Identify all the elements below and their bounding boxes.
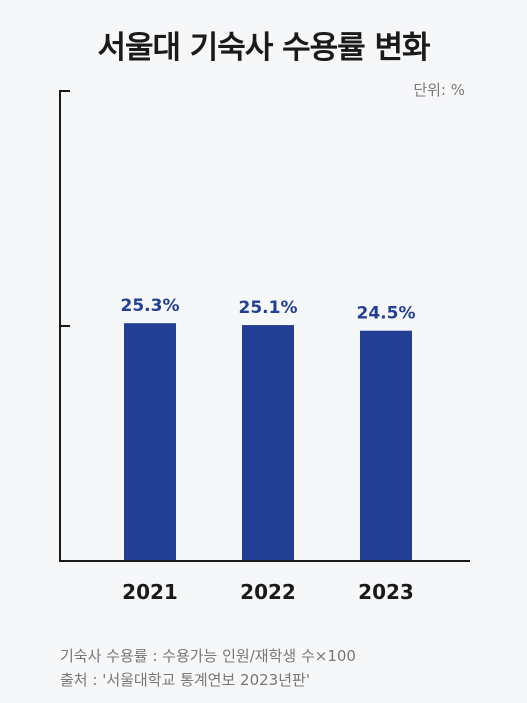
x-tick-2022: 2022 bbox=[240, 580, 296, 604]
formula-note: 기숙사 수용률 : 수용가능 인원/재학생 수×100 bbox=[60, 647, 356, 665]
bar-2021 bbox=[124, 323, 176, 561]
source-note: 출처 : '서울대학교 통계연보 2023년판' bbox=[60, 671, 310, 689]
bar-2022 bbox=[242, 325, 294, 561]
bars-group: 25.3% 2021 25.1% 2022 24.5% 2023 bbox=[121, 296, 416, 604]
x-tick-2023: 2023 bbox=[358, 580, 414, 604]
chart-title: 서울대 기숙사 수용률 변화 bbox=[97, 30, 430, 66]
value-label-2023: 24.5% bbox=[357, 304, 416, 324]
bar-2023 bbox=[360, 330, 412, 561]
x-tick-2021: 2021 bbox=[122, 580, 178, 604]
footnotes: 기숙사 수용률 : 수용가능 인원/재학생 수×100 출처 : '서울대학교 … bbox=[60, 644, 356, 692]
value-label-2021: 25.3% bbox=[121, 296, 180, 316]
unit-label: 단위: % bbox=[413, 81, 465, 99]
value-label-2022: 25.1% bbox=[239, 298, 298, 318]
